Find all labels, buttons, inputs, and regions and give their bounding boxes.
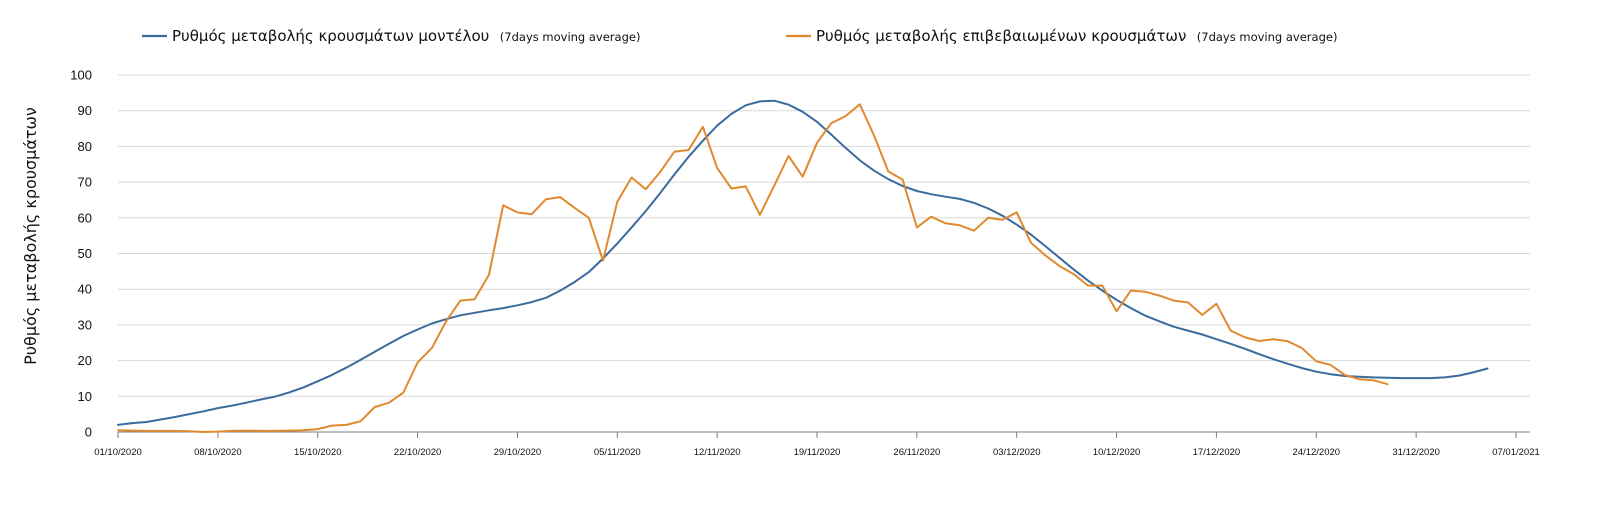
x-tick-label: 08/10/2020 (194, 447, 242, 458)
y-tick-label: 70 (78, 175, 92, 190)
series-line-confirmed (117, 103, 1389, 433)
y-tick-label: 100 (70, 68, 92, 83)
y-axis-ticks: 0 10 20 30 40 50 60 70 80 90 100 (70, 68, 92, 440)
y-tick-label: 30 (78, 317, 92, 332)
legend-entry-model: Ρυθμός μεταβολής κρουσμάτων μοντέλου (7d… (142, 27, 640, 45)
svg-text:Ρυθμός μεταβολής επιβεβαιωμένω: Ρυθμός μεταβολής επιβεβαιωμένων κρουσμάτ… (816, 27, 1337, 45)
legend: Ρυθμός μεταβολής κρουσμάτων μοντέλου (7d… (142, 27, 1337, 45)
y-tick-label: 0 (85, 425, 92, 440)
y-tick-label: 80 (78, 139, 92, 154)
x-axis-ticks: 01/10/2020 08/10/2020 15/10/2020 22/10/2020… (94, 432, 1540, 458)
x-tick-label: 19/11/2020 (794, 447, 841, 458)
y-tick-label: 60 (78, 210, 92, 225)
x-tick-label: 07/01/2021 (1492, 447, 1540, 458)
x-tick-label: 26/11/2020 (893, 447, 940, 458)
y-tick-label: 90 (78, 103, 92, 118)
legend-note-model: (7days moving average) (500, 30, 641, 44)
x-tick-label: 22/10/2020 (394, 447, 442, 458)
y-tick-label: 10 (78, 389, 92, 404)
y-axis-title: Ρυθμός μεταβολής κρουσμάτων (21, 107, 40, 365)
legend-note-confirmed: (7days moving average) (1197, 30, 1338, 44)
legend-entry-confirmed: Ρυθμός μεταβολής επιβεβαιωμένων κρουσμάτ… (786, 27, 1337, 45)
gridlines (118, 74, 1530, 397)
x-tick-label: 17/12/2020 (1193, 447, 1241, 458)
x-tick-label: 03/12/2020 (993, 447, 1041, 458)
series-lines (117, 99, 1489, 433)
x-tick-label: 31/12/2020 (1392, 447, 1440, 458)
y-tick-label: 50 (78, 246, 92, 261)
legend-label-model: Ρυθμός μεταβολής κρουσμάτων μοντέλου (172, 27, 489, 45)
x-tick-label: 29/10/2020 (494, 447, 542, 458)
x-tick-label: 01/10/2020 (94, 447, 142, 458)
x-tick-label: 10/12/2020 (1093, 447, 1141, 458)
x-tick-label: 05/11/2020 (594, 447, 641, 458)
x-tick-label: 12/11/2020 (694, 447, 741, 458)
x-tick-label: 24/12/2020 (1293, 447, 1341, 458)
svg-text:Ρυθμός μεταβολής κρουσμάτων μο: Ρυθμός μεταβολής κρουσμάτων μοντέλου (7d… (172, 27, 640, 45)
y-tick-label: 40 (78, 282, 92, 297)
x-tick-label: 15/10/2020 (294, 447, 342, 458)
legend-label-confirmed: Ρυθμός μεταβολής επιβεβαιωμένων κρουσμάτ… (816, 27, 1186, 45)
series-line-model (117, 99, 1489, 426)
y-tick-label: 20 (78, 353, 92, 368)
